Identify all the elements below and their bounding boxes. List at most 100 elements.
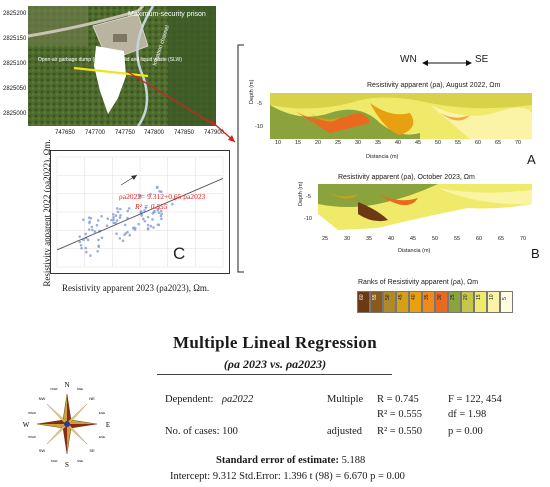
compass-wsw: WSW <box>28 435 36 439</box>
scatter-point <box>105 224 109 227</box>
ranks-value-label: 30 <box>437 294 443 300</box>
scatter-point <box>112 218 115 222</box>
section-b-x-label: Distancia (m) <box>398 248 431 254</box>
compass-nnw: NNW <box>50 387 57 391</box>
scatter-point <box>97 245 101 249</box>
scatter-point <box>159 190 163 194</box>
map-x-tick: 747900 <box>204 130 225 136</box>
section-a-x-tick: 60 <box>475 140 482 146</box>
compass-n: N <box>64 381 69 389</box>
section-a-y-tick: -10 <box>255 124 263 130</box>
scatter-point <box>134 226 137 230</box>
scatter-point <box>160 217 163 221</box>
scatter-point <box>89 254 92 257</box>
regression-line <box>56 178 224 251</box>
intercept-line: Intercept: 9.312 Std.Error: 1.396 t (98)… <box>170 471 405 482</box>
map-y-tick: 2825200 <box>3 11 27 17</box>
section-a-y-label: Depth (m) <box>249 79 255 104</box>
scatter-point <box>126 209 130 213</box>
scatter-point <box>90 225 94 229</box>
scatter-point <box>115 232 118 236</box>
scatter-point <box>128 233 132 237</box>
section-b-y-tick: -5 <box>306 194 311 200</box>
scatter-point <box>100 214 103 218</box>
section-b-x-tick: 55 <box>454 236 461 242</box>
scatter-point <box>95 223 99 227</box>
scatter-point <box>87 228 91 231</box>
scatter-point <box>140 214 144 217</box>
p-value: p = 0.00 <box>448 426 483 437</box>
scatter-point <box>118 216 122 219</box>
map-x-tick: 747850 <box>174 130 195 136</box>
ranks-color-cell: 25 <box>448 291 461 313</box>
section-a-y-tick: -5 <box>257 101 262 107</box>
scatter-point <box>160 212 163 216</box>
scatter-point <box>126 230 129 234</box>
adjusted-label: adjusted <box>327 426 362 437</box>
compass-ese: ESE <box>99 435 105 439</box>
scatter-point <box>80 246 83 250</box>
map-x-tick: 747700 <box>85 130 106 136</box>
section-b-x-tick: 30 <box>344 236 351 242</box>
section-a-resistivity-map <box>270 93 532 139</box>
section-a-x-tick: 50 <box>435 140 442 146</box>
compass-nne: NNE <box>77 387 83 391</box>
compass-rose-icon: N S E W NE NW SE SW NNE NNW ENE ESE SSE … <box>22 378 112 470</box>
scatter-point <box>88 221 91 225</box>
scatter-point <box>78 235 82 238</box>
ranks-color-cell: 30 <box>435 291 448 313</box>
multiple-label: Multiple <box>327 394 364 405</box>
scatter-point <box>112 221 116 225</box>
scatter-point <box>115 219 119 222</box>
scatter-point <box>141 217 145 221</box>
section-b-x-tick: 40 <box>388 236 395 242</box>
scatter-point <box>97 238 100 242</box>
scatter-point <box>155 186 159 190</box>
pointer-arrow <box>210 120 236 143</box>
scatter-point <box>143 209 146 212</box>
map-y-tick: 2825000 <box>3 111 27 117</box>
dependent-label: Dependent: <box>165 394 214 405</box>
scatter-point <box>146 223 150 227</box>
scatter-point <box>115 207 119 210</box>
compass-se: SE <box>89 448 95 453</box>
ranks-value-label: 55 <box>372 294 378 300</box>
section-b-x-tick: 70 <box>520 236 527 242</box>
regression-r2: R² = 0.555 <box>134 202 168 211</box>
compass-sw: SW <box>39 448 46 453</box>
section-b-y-tick: -10 <box>304 216 312 222</box>
std-error-value: 5.188 <box>338 455 366 466</box>
scatter-point <box>157 211 161 215</box>
scatter-point <box>96 249 99 253</box>
ranks-color-cell: 10 <box>487 291 500 313</box>
section-b-x-tick: 35 <box>366 236 373 242</box>
ranks-color-cell: 60 <box>357 291 370 313</box>
section-a-x-tick: 30 <box>355 140 362 146</box>
compass-w: W <box>23 421 30 429</box>
section-a-x-tick: 55 <box>455 140 462 146</box>
direction-label-right: SE <box>475 54 489 65</box>
subtitle-underline <box>157 374 392 375</box>
scatter-point <box>151 212 155 215</box>
section-a-x-tick: 65 <box>495 140 502 146</box>
scatter-point <box>137 194 141 198</box>
scatter-point <box>86 238 90 242</box>
section-b-x-tick: 50 <box>432 236 439 242</box>
scatter-point <box>110 218 113 222</box>
ranks-value-label: 40 <box>411 294 417 300</box>
section-a-x-tick: 45 <box>415 140 422 146</box>
ranks-value-label: 45 <box>398 294 404 300</box>
section-b-x-tick: 60 <box>476 236 483 242</box>
ranks-color-cell: 45 <box>396 291 409 313</box>
direction-label-left: WN <box>400 54 417 65</box>
compass-s: S <box>65 461 69 469</box>
scatter-point <box>84 232 87 236</box>
scatter-point <box>126 216 129 220</box>
satellite-map: Maximum-security prison Open-air garbage… <box>28 6 216 126</box>
scatter-point <box>121 239 125 243</box>
compass-e: E <box>106 421 110 429</box>
scatter-point <box>114 214 118 217</box>
map-label-dump: Open-air garbage dump (OAGD) for solid a… <box>38 57 182 63</box>
ranks-value-label: 50 <box>385 294 391 300</box>
compass-sse: SSE <box>77 459 83 463</box>
